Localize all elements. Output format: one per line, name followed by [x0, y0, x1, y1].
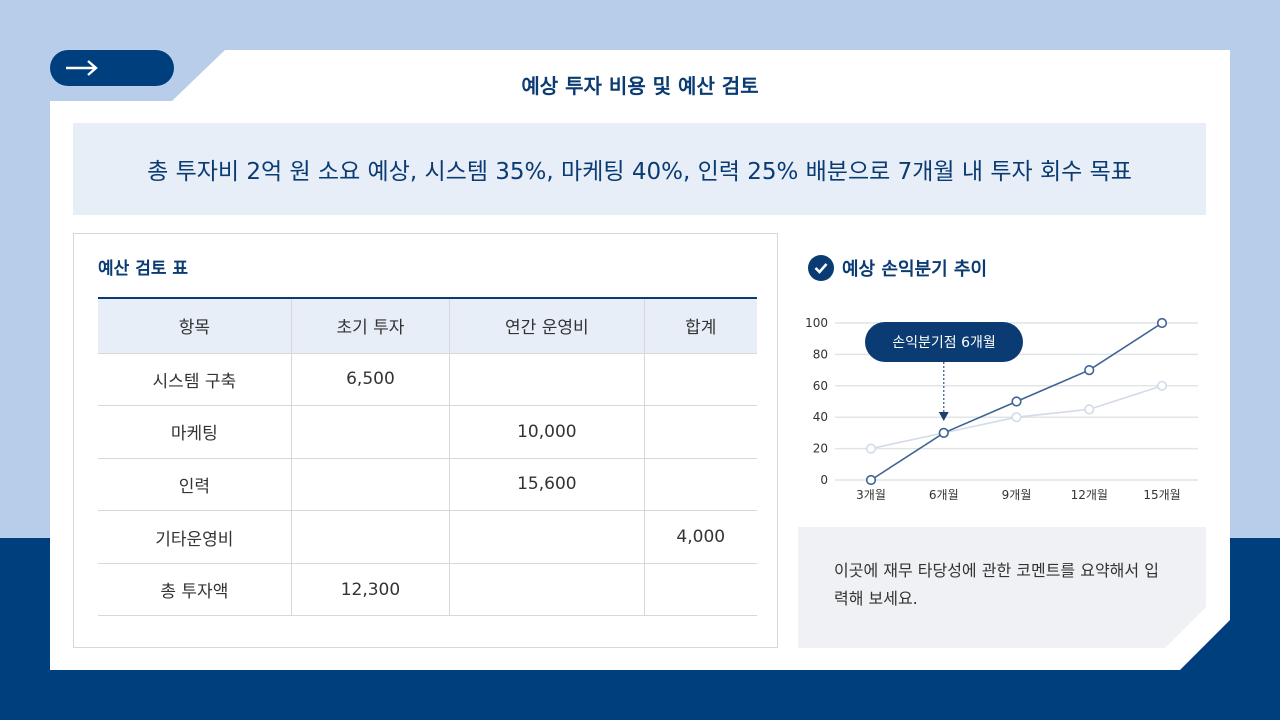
- table-cell: [291, 405, 451, 459]
- table-cell: [291, 457, 451, 511]
- annotation-bubble: [865, 322, 1023, 362]
- data-point: [1084, 404, 1095, 415]
- table-cell: 12,300: [291, 562, 451, 617]
- y-tick-label: 20: [813, 442, 828, 456]
- x-tick-label: 6개월: [929, 488, 959, 502]
- data-point: [938, 427, 949, 438]
- x-tick-label: 15개월: [1143, 488, 1180, 502]
- table-cell: [644, 457, 757, 511]
- table-cell: [449, 510, 645, 564]
- annotation-label: 손익분기점 6개월: [892, 335, 996, 351]
- table-cell: [644, 405, 757, 459]
- table-row: 마케팅 10,000: [98, 405, 757, 459]
- table-row: 인력 15,600: [98, 457, 757, 511]
- data-point: [1156, 380, 1168, 391]
- table-cell: [449, 352, 645, 406]
- table-cell: [291, 510, 451, 564]
- x-tick-label: 3개월: [856, 488, 886, 502]
- table-cell: [449, 562, 645, 617]
- annotation-arrow-icon: [938, 412, 949, 421]
- table-cell: 15,600: [449, 457, 645, 511]
- table-cell: 기타운영비: [98, 510, 292, 564]
- check-circle-icon: [808, 255, 834, 281]
- table-cell: 마케팅: [98, 405, 292, 459]
- summary-banner: 총 투자비 2억 원 소요 예상, 시스템 35%, 마케팅 40%, 인력 2…: [73, 123, 1206, 215]
- x-tick-label: 12개월: [1071, 488, 1108, 502]
- breakeven-chart: 0 20 40 60 80 100 3개월 6개월 9개월 12개월 15개월 손익분기점 6개월: [805, 316, 1198, 502]
- chart-title: 예상 손익분기 추이: [842, 259, 988, 280]
- data-point: [1011, 396, 1022, 407]
- table-cell: 시스템 구축: [98, 352, 292, 406]
- budget-table-panel: 예산 검토 표 항목 초기 투자 연간 운영비 합계 시스템 구축 6,500 마케팅 10…: [73, 233, 778, 648]
- table-row: 총 투자액 12,300: [98, 562, 757, 617]
- table-cell: [644, 352, 757, 406]
- chart-heading: 예상 손익분기 추이: [808, 255, 987, 281]
- column-header: 합계: [644, 297, 757, 353]
- table-cell: 10,000: [449, 405, 645, 459]
- data-point: [1084, 364, 1095, 376]
- y-tick-label: 100: [805, 316, 828, 330]
- x-tick-label: 9개월: [1002, 488, 1032, 502]
- data-point: [1156, 317, 1168, 329]
- data-point: [865, 443, 877, 454]
- table-title: 예산 검토 표: [98, 259, 189, 279]
- data-point: [1011, 412, 1022, 423]
- y-tick-label: 40: [813, 410, 828, 424]
- table-cell: 6,500: [291, 352, 451, 406]
- y-tick-label: 60: [813, 379, 828, 393]
- column-header: 항목: [98, 297, 292, 353]
- budget-table: 항목 초기 투자 연간 운영비 합계 시스템 구축 6,500 마케팅 10,000 인력 15…: [98, 297, 757, 617]
- page-title: 예상 투자 비용 및 예산 검토: [521, 74, 759, 98]
- column-header: 연간 운영비: [449, 297, 645, 353]
- table-cell: 4,000: [644, 510, 757, 564]
- nav-button[interactable]: [50, 50, 174, 86]
- table-row: 시스템 구축 6,500: [98, 352, 757, 406]
- table-cell: 인력: [98, 457, 292, 511]
- table-cell: 총 투자액: [98, 562, 292, 617]
- column-header: 초기 투자: [291, 297, 451, 353]
- data-point: [865, 474, 877, 486]
- y-tick-label: 80: [813, 347, 828, 361]
- y-tick-label: 0: [820, 473, 828, 487]
- arrow-right-icon: [66, 60, 98, 76]
- comment-box[interactable]: 이곳에 재무 타당성에 관한 코멘트를 요약해서 입력해 보세요.: [798, 527, 1206, 648]
- table-cell: [644, 562, 757, 617]
- table-row: 기타운영비 4,000: [98, 510, 757, 564]
